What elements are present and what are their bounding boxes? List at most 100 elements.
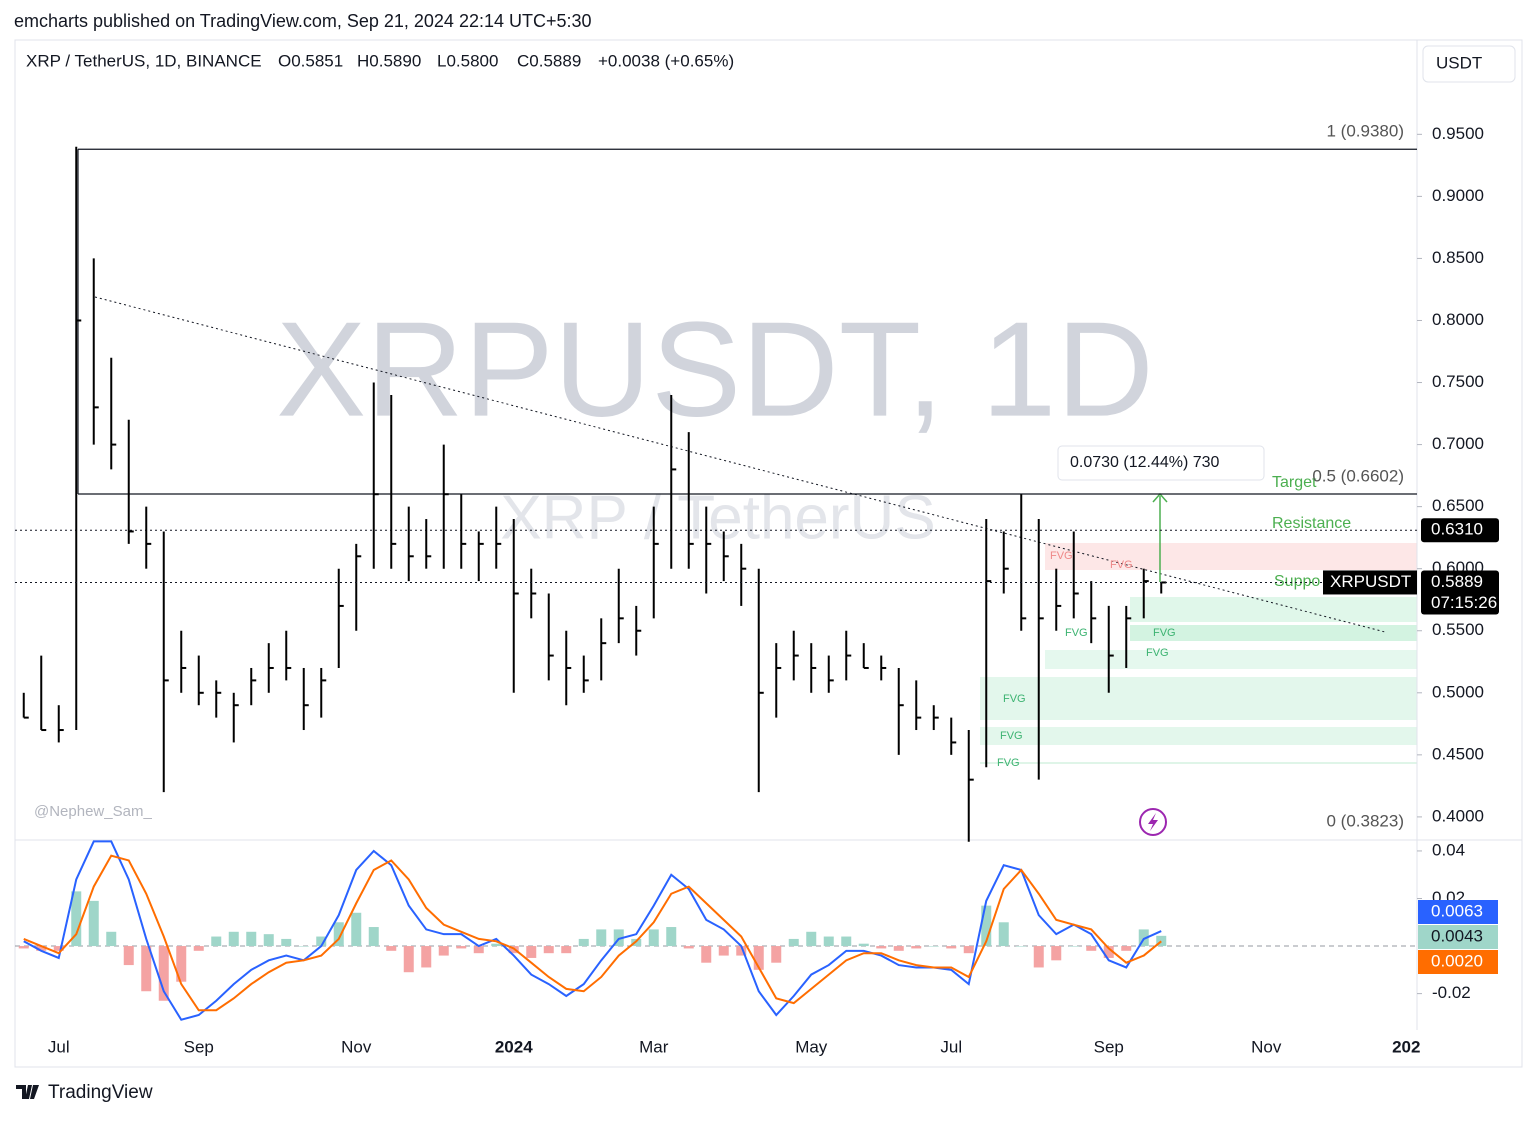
value-tag: [1418, 925, 1498, 949]
fvg-label: FVG: [1146, 647, 1169, 659]
currency-button[interactable]: [1422, 45, 1516, 83]
histogram-bar: [876, 946, 887, 949]
histogram-bar: [18, 946, 29, 949]
x-tick-label: Jul: [48, 1037, 70, 1056]
watermark-sub: XRP / TetherUS: [500, 483, 935, 552]
histogram-bar: [578, 938, 589, 947]
y-tick-label: 0.6500: [1432, 496, 1484, 515]
lightning-glyph: [1148, 813, 1158, 831]
fvg-label: FVG: [1065, 627, 1088, 639]
histogram-bar: [403, 946, 414, 973]
resistance-label: Resistance: [1272, 515, 1351, 532]
fvg-label: FVG: [1050, 550, 1073, 562]
histogram-bar: [526, 946, 537, 958]
histogram-bar: [1033, 946, 1044, 968]
support-label: Suppo: [1274, 573, 1320, 590]
footer-logo: TradingView: [16, 1082, 153, 1103]
histogram-bar: [613, 929, 624, 947]
histogram-bar: [456, 946, 467, 949]
publisher-line: emcharts published on TradingView.com, S…: [14, 11, 592, 31]
histogram-bar: [1016, 946, 1027, 947]
value-tag: [1418, 950, 1498, 974]
value-tag-label: 0.0063: [1431, 901, 1483, 920]
histogram-bar: [141, 946, 152, 992]
ohlc-close: C0.5889: [517, 51, 581, 70]
price-tag: [1421, 570, 1499, 615]
histogram-bar: [1138, 929, 1149, 947]
histogram-bar: [963, 946, 974, 954]
fvg-label: FVG: [1153, 627, 1176, 639]
ohlc-high: H0.5890: [357, 51, 421, 70]
ohlc-open: O0.5851: [278, 51, 343, 70]
histogram-bar: [123, 946, 134, 966]
histogram-bar: [823, 936, 834, 947]
fvg-zone: [1130, 597, 1417, 622]
histogram-bar: [193, 946, 204, 951]
value-tag-label: 0.0020: [1431, 951, 1483, 970]
histogram-bar: [543, 946, 554, 954]
logo-mark: [16, 1085, 39, 1099]
histogram-bar: [316, 936, 327, 947]
histogram-bar: [71, 891, 82, 947]
measure-label: 0.0730 (12.44%) 730: [1070, 454, 1220, 471]
histogram-bar: [998, 922, 1009, 947]
y-tick-label: 0.4500: [1432, 744, 1484, 763]
histogram-bar: [561, 946, 572, 954]
histogram-bar: [893, 946, 904, 951]
histogram-bar: [596, 929, 607, 947]
symbol-tag-label: XRPUSDT: [1330, 572, 1411, 591]
y-tick-label: 0.8000: [1432, 310, 1484, 329]
histogram-bar: [438, 946, 449, 956]
histogram-bar: [841, 936, 852, 947]
histogram-bar: [981, 905, 992, 947]
y-tick-label: 0.9000: [1432, 186, 1484, 205]
histogram-bar: [858, 943, 869, 947]
watermark-main: XRPUSDT, 1D: [276, 294, 1154, 445]
histogram-bar: [228, 931, 239, 947]
level-tag: [1421, 518, 1499, 543]
value-tag: [1418, 900, 1498, 924]
histogram-bar: [281, 938, 292, 947]
histogram-bar: [683, 946, 694, 949]
currency-label[interactable]: USDT: [1436, 53, 1482, 72]
histogram-bar: [666, 927, 677, 947]
x-tick-label: Nov: [341, 1037, 372, 1056]
fvg-zone: [980, 677, 1417, 720]
histogram-bar: [788, 938, 799, 947]
value-tag-label: 0.0043: [1431, 926, 1483, 945]
trend-line: [94, 296, 1386, 633]
histogram-bar: [928, 946, 939, 947]
fib-label: 0 (0.3823): [1327, 811, 1405, 830]
histogram-bar: [736, 946, 747, 956]
x-tick-label: Sep: [1094, 1037, 1124, 1056]
histogram-bar: [1156, 935, 1167, 947]
symbol-line: XRP / TetherUS, 1D, BINANCE O0.5851 H0.5…: [26, 51, 734, 70]
fvg-zone: [1130, 625, 1417, 641]
y-tick-label: 0.4000: [1432, 806, 1484, 825]
chart-frame: [14, 39, 1523, 1068]
histogram-bar: [701, 946, 712, 963]
macd-line: [23, 854, 1162, 1012]
fvg-label: FVG: [997, 757, 1020, 769]
histogram-bar: [36, 946, 47, 951]
histogram-bar: [351, 912, 362, 947]
histogram-bar: [806, 931, 817, 947]
histogram-bar: [771, 946, 782, 963]
histogram-bar: [718, 946, 729, 956]
x-tick-label: Jul: [940, 1037, 962, 1056]
resistance-zone: [1045, 543, 1417, 570]
histogram-bar: [176, 946, 187, 982]
y-tick-label: 0.04: [1432, 840, 1465, 859]
fvg-label: FVG: [1003, 693, 1026, 705]
histogram-bar: [1121, 946, 1132, 951]
author-watermark: @Nephew_Sam_: [34, 803, 152, 820]
histogram-bar: [1103, 946, 1114, 958]
y-tick-label: 0.7000: [1432, 434, 1484, 453]
x-tick-label: Mar: [639, 1037, 669, 1056]
histogram-bar: [53, 946, 64, 951]
x-tick-label: May: [795, 1037, 828, 1056]
y-tick-label: -0.02: [1432, 983, 1471, 1002]
histogram-bar: [368, 927, 379, 947]
x-tick-label: 2024: [495, 1037, 533, 1056]
